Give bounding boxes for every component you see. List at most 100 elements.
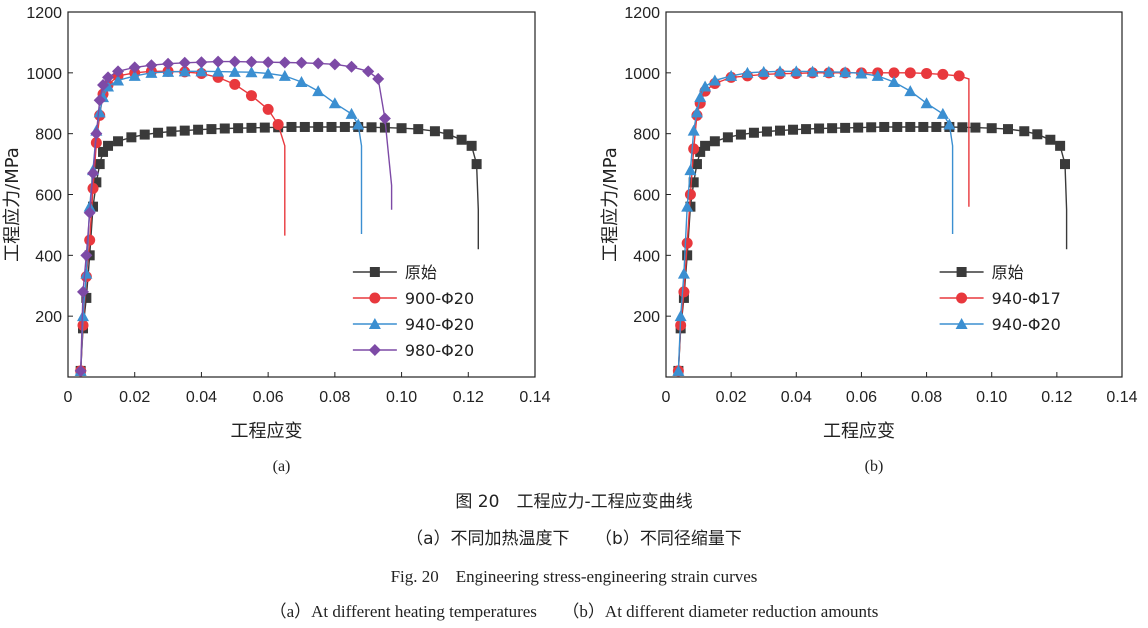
data-point [312,85,325,97]
series-line [677,72,970,371]
x-tick-label: 0.06 [846,389,877,406]
legend-marker [956,267,967,277]
data-point [722,132,733,143]
data-point [918,121,929,132]
data-point [139,129,150,140]
series-line [80,70,286,371]
series-line [677,70,954,371]
series-line [677,126,1068,371]
data-point [801,124,812,135]
data-point [413,124,424,135]
data-point [126,132,137,143]
y-tick-label: 600 [633,188,660,205]
legend-marker [368,318,381,329]
data-point [904,67,916,79]
data-point [328,58,341,71]
legend-label: 940-Φ20 [992,315,1061,334]
figure-caption-cn: 图 20 工程应力-工程应变曲线 [455,492,693,512]
data-point [91,177,102,188]
data-point [682,250,693,261]
legend-label: 940-Φ17 [992,289,1061,308]
data-point [162,65,175,77]
data-point [245,66,258,78]
data-point [178,65,191,77]
y-tick-label: 1000 [26,66,62,83]
data-point [83,206,96,219]
data-point [905,121,916,132]
data-point [839,66,852,78]
data-point [97,79,110,91]
figure-caption-en: Fig. 20 Engineering stress-engineering s… [390,567,758,586]
x-tick-label: 0.08 [911,389,942,406]
data-point [233,123,244,134]
data-point [1045,134,1056,145]
legend-marker [369,292,381,304]
data-point [379,122,390,133]
legend-marker [369,267,380,277]
series-3 [74,55,393,377]
x-tick-label: 0.14 [1106,389,1137,406]
data-point [93,106,106,118]
data-point [80,249,93,262]
data-point [822,65,835,77]
data-point [892,121,903,132]
data-point [904,85,917,97]
data-point [456,134,467,145]
x-tick-label: 0.02 [716,389,747,406]
data-point [84,234,96,246]
legend-entry: 940-Φ20 [352,315,474,334]
x-tick-label: 0.06 [253,389,284,406]
data-point [345,60,358,73]
data-point [855,67,868,79]
data-point [921,67,933,79]
data-point [888,75,900,87]
data-point [345,107,358,119]
panel-label: (b) [865,458,884,475]
x-tick-label: 0.02 [119,389,150,406]
data-point [87,167,100,180]
panel-a-chart: 0 0.02 0.04 0.06 0.08 0.10 0.12 0.14 200 400 600 80… [2,5,551,475]
data-point [920,97,933,109]
x-tick-label: 0.12 [453,389,484,406]
data-point [688,177,699,188]
legend-label: 940-Φ20 [405,315,474,334]
data-point [77,310,90,322]
data-point [372,72,385,85]
y-tick-label: 800 [633,127,660,144]
x-axis-label: 工程应变 [823,421,895,442]
data-point [827,123,838,134]
legend-entry: 980-Φ20 [352,341,474,360]
data-point [74,364,87,377]
x-tick-label: 0.04 [186,389,217,406]
x-tick-label: 0 [662,389,671,406]
data-point [245,55,258,68]
data-point [814,123,825,134]
data-point [326,121,337,132]
data-point [278,69,291,81]
data-point [429,126,440,137]
y-tick-label: 400 [633,248,660,265]
data-point [943,118,956,130]
data-point [339,121,350,132]
data-point [378,112,391,125]
data-point [195,65,208,77]
data-point [681,200,694,212]
x-tick-label: 0.10 [976,389,1007,406]
data-point [970,122,981,133]
data-point [937,68,949,80]
y-axis-label: 工程应力/MPa [2,147,23,262]
data-point [362,65,375,78]
data-point [709,136,720,147]
data-point [674,310,687,322]
data-point [986,123,997,134]
data-point [112,74,125,86]
legend-entry: 900-Φ20 [352,289,474,308]
panel-b-chart: 0 0.02 0.04 0.06 0.08 0.10 0.12 0.14 200 400 600 80… [600,5,1138,475]
data-point [262,56,275,69]
data-point [113,136,124,147]
data-point [98,146,109,157]
data-point [853,122,864,133]
data-point [128,61,141,74]
data-point [195,56,208,69]
data-point [295,75,308,87]
